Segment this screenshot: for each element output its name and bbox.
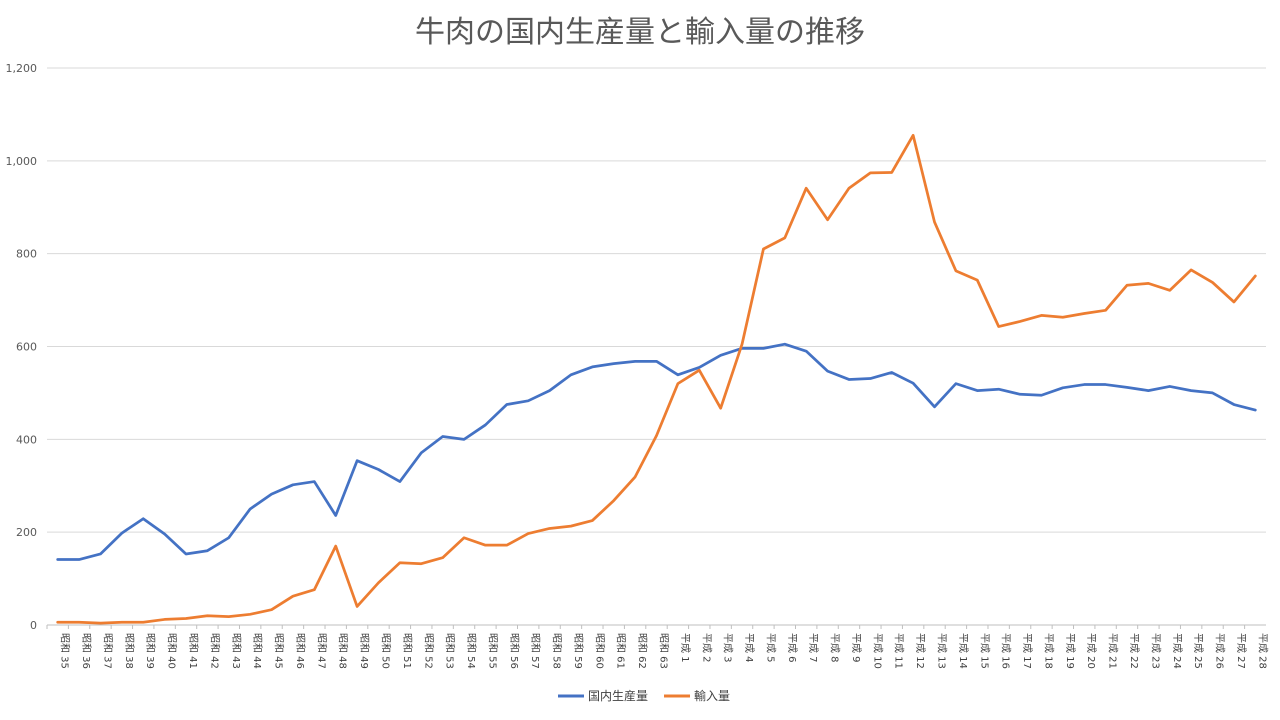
x-tick-label: 昭和 45 [273, 633, 285, 669]
x-tick-label: 昭和 58 [551, 633, 563, 669]
x-tick-label: 平成 21 [1107, 633, 1119, 669]
x-tick-label: 昭和 42 [208, 633, 220, 669]
x-tick-label: 平成 22 [1128, 633, 1140, 669]
chart-title: 牛肉の国内生産量と輸入量の推移 [415, 15, 865, 50]
x-tick-label: 昭和 48 [337, 633, 349, 669]
x-tick-label: 平成 18 [1042, 633, 1054, 669]
x-tick-label: 昭和 59 [572, 633, 584, 669]
x-tick-label: 平成 5 [764, 633, 776, 663]
x-tick-label: 平成 9 [850, 633, 862, 663]
x-tick-label: 昭和 40 [166, 633, 178, 669]
x-tick-label: 平成 28 [1256, 633, 1268, 669]
x-tick-label: 平成 25 [1192, 633, 1204, 669]
x-tick-label: 昭和 47 [315, 633, 327, 669]
y-tick-label: 200 [16, 526, 37, 539]
series-lines [56, 133, 1257, 625]
y-tick-label: 0 [30, 619, 37, 632]
x-tick-label: 平成 17 [1021, 633, 1033, 669]
x-tick-label: 平成 3 [722, 633, 734, 663]
x-tick-label: 平成 4 [743, 633, 755, 663]
x-tick-label: 昭和 54 [465, 633, 477, 669]
x-tick-label: 昭和 41 [187, 633, 199, 669]
legend-label: 国内生産量 [588, 688, 648, 703]
y-tick-label: 1,000 [6, 155, 38, 168]
x-tick-label: 昭和 60 [593, 633, 605, 669]
x-tick-label: 昭和 35 [59, 633, 71, 669]
x-tick-label: 平成 2 [700, 633, 712, 663]
x-tick-label: 昭和 49 [358, 633, 370, 669]
x-tick-label: 平成 1 [679, 633, 691, 663]
x-tick-label: 昭和 37 [101, 633, 113, 669]
x-tick-label: 平成 14 [957, 633, 969, 669]
x-tick-label: 昭和 39 [144, 633, 156, 669]
legend-label: 輸入量 [694, 688, 730, 703]
legend: 国内生産量 輸入量 [558, 688, 730, 703]
x-tick-label: 平成 11 [893, 633, 905, 669]
x-tick-label: 平成 10 [871, 633, 883, 669]
x-tick-label: 昭和 56 [508, 633, 520, 669]
x-tick-label: 昭和 46 [294, 633, 306, 669]
x-tick-label: 昭和 57 [529, 633, 541, 669]
x-tick-label: 平成 8 [829, 633, 841, 663]
x-tick-label: 昭和 61 [615, 633, 627, 669]
x-tick-label: 平成 27 [1235, 633, 1247, 669]
x-tick-label: 昭和 50 [379, 633, 391, 669]
x-tick-label: 平成 16 [1000, 633, 1012, 669]
y-axis: 0 200 400 600 800 1,000 1,200 [6, 62, 38, 632]
x-tick-label: 昭和 43 [230, 633, 242, 669]
x-tick-label: 昭和 52 [422, 633, 434, 669]
x-tick-label: 昭和 62 [636, 633, 648, 669]
y-tick-label: 1,200 [6, 62, 38, 75]
x-tick-label: 平成 6 [786, 633, 798, 663]
x-tick-label: 平成 24 [1171, 633, 1183, 669]
x-tick-label: 昭和 44 [251, 633, 263, 669]
gridlines [47, 67, 1266, 626]
x-tick-label: 平成 15 [978, 633, 990, 669]
x-tick-label: 昭和 53 [444, 633, 456, 669]
x-tick-label: 平成 20 [1085, 633, 1097, 669]
x-tick-label: 平成 26 [1214, 633, 1226, 669]
y-tick-label: 800 [16, 248, 37, 261]
x-tick-label: 平成 12 [914, 633, 926, 669]
series-line [56, 133, 1257, 625]
x-axis: 昭和 35 昭和 36 昭和 37 昭和 38 昭和 39 昭和 40 昭和 41 昭和 42… [46, 625, 1268, 669]
x-tick-label: 昭和 63 [658, 633, 670, 669]
x-tick-label: 昭和 55 [486, 633, 498, 669]
series-line [56, 342, 1257, 561]
y-tick-label: 600 [16, 341, 37, 354]
x-tick-label: 昭和 36 [80, 633, 92, 669]
y-tick-label: 400 [16, 433, 37, 446]
x-tick-label: 昭和 51 [401, 633, 413, 669]
x-tick-label: 平成 19 [1064, 633, 1076, 669]
x-tick-label: 平成 7 [807, 633, 819, 663]
x-tick-label: 平成 23 [1149, 633, 1161, 669]
x-tick-label: 平成 13 [936, 633, 948, 669]
x-tick-label: 昭和 38 [123, 633, 135, 669]
